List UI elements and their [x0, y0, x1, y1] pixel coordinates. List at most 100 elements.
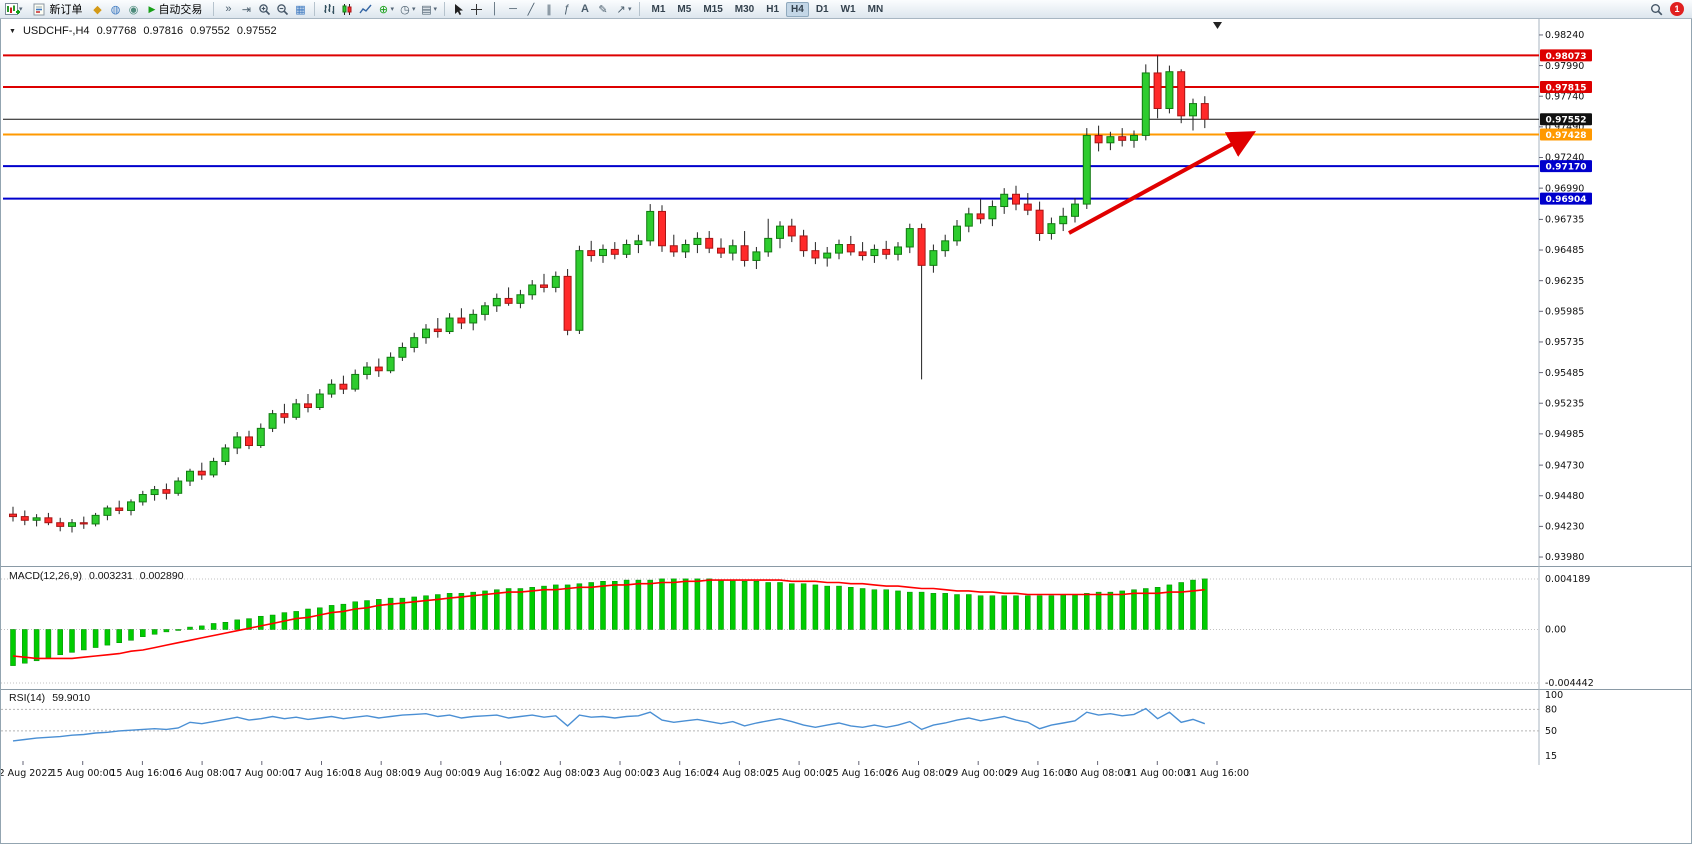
text-tool-icon[interactable]: A: [581, 3, 589, 15]
macd-histogram-bar: [564, 584, 571, 630]
low-value: 0.97552: [190, 25, 230, 37]
search-icon[interactable]: [1648, 1, 1664, 18]
line-chart-icon[interactable]: [357, 1, 373, 18]
periods-dropdown-icon[interactable]: ▾: [411, 6, 416, 13]
channel-tool-icon[interactable]: ∥: [546, 3, 552, 16]
macd-histogram-bar: [92, 629, 99, 648]
tile-windows-icon[interactable]: ▦: [295, 3, 306, 16]
market-watch-icon[interactable]: ◆: [93, 3, 102, 16]
macd-histogram-bar: [482, 590, 488, 630]
bar-chart-icon[interactable]: [321, 1, 337, 18]
svg-text:0.96485: 0.96485: [1545, 245, 1584, 256]
close-value: 0.97552: [236, 25, 277, 37]
macd-histogram-bar: [682, 578, 689, 630]
new-order-button[interactable]: 新订单: [26, 1, 88, 18]
autoscroll-icon[interactable]: »: [225, 3, 232, 15]
macd-histogram-bar: [104, 629, 111, 646]
svg-text:0.94730: 0.94730: [1545, 460, 1584, 471]
macd-histogram-bar: [1095, 591, 1102, 630]
svg-text:23 Aug 00:00: 23 Aug 00:00: [588, 768, 652, 779]
trendline-tool-icon[interactable]: ╱: [527, 3, 535, 16]
macd-histogram-bar: [57, 629, 63, 656]
fibonacci-tool-icon[interactable]: ƒ: [563, 3, 571, 15]
vertical-line-tool-icon[interactable]: │: [491, 3, 499, 15]
main-toolbar: ▾ 新订单 ◆ ◍ ◉ ▶ 自动交易 » ⇥ ▦ ⊕ ▾ ◷ ▾ ▤ ▾ │: [0, 0, 1692, 19]
svg-text:18 Aug 08:00: 18 Aug 08:00: [349, 768, 413, 779]
macd-histogram-bar: [470, 591, 476, 630]
macd-histogram-bar: [45, 629, 52, 659]
new-chart-icon[interactable]: [4, 1, 20, 18]
macd-main-value: 0.003231: [88, 570, 133, 582]
timeframe-w1[interactable]: W1: [840, 3, 856, 15]
indicators-dropdown-icon[interactable]: ▾: [390, 6, 394, 13]
svg-text:0.94985: 0.94985: [1545, 429, 1584, 440]
macd-histogram-bar: [789, 583, 795, 630]
indicators-icon[interactable]: ⊕: [378, 3, 389, 16]
macd-histogram-bar: [140, 629, 146, 637]
macd-histogram-bar: [753, 581, 760, 630]
macd-histogram-bar: [376, 599, 382, 630]
macd-histogram-bar: [612, 581, 618, 630]
macd-histogram-bar: [258, 615, 264, 630]
timeframe-m1[interactable]: M1: [651, 3, 666, 15]
macd-histogram-bar: [222, 621, 229, 630]
timeframe-h4[interactable]: H4: [786, 1, 809, 17]
zoom-out-icon[interactable]: [274, 1, 290, 18]
data-window-icon[interactable]: ◍: [110, 3, 121, 16]
chart-shift-marker[interactable]: [1213, 22, 1222, 29]
cursor-icon[interactable]: [451, 1, 467, 18]
macd-histogram-bar: [187, 626, 193, 630]
macd-histogram-bar: [836, 585, 842, 630]
price-chart-canvas[interactable]: 0.98240 0.97990 0.97740 0.97490 0.97240 0.969…: [1, 19, 1692, 844]
templates-dropdown-icon[interactable]: ▾: [433, 6, 437, 13]
svg-text:0.98240: 0.98240: [1545, 30, 1584, 41]
macd-histogram-bar: [730, 579, 736, 630]
chart-shift-icon[interactable]: ⇥: [241, 3, 252, 16]
timeframe-d1[interactable]: D1: [815, 3, 829, 15]
svg-text:50: 50: [1545, 726, 1557, 737]
crosshair-icon[interactable]: [469, 1, 485, 18]
macd-histogram-bar: [694, 578, 701, 630]
timeframe-h1[interactable]: H1: [766, 3, 780, 15]
new-chart-dropdown-icon[interactable]: ▾: [19, 6, 23, 13]
arrow-objects-icon[interactable]: ↗: [616, 3, 626, 16]
macd-histogram-bar: [151, 629, 158, 635]
periods-icon[interactable]: ◷: [400, 3, 410, 16]
svg-text:0.004189: 0.004189: [1545, 574, 1590, 585]
objects-dropdown-icon[interactable]: ▾: [627, 6, 632, 13]
candlestick-chart-icon[interactable]: [339, 1, 355, 18]
macd-histogram-bar: [1025, 595, 1031, 630]
macd-histogram-bar: [175, 629, 181, 631]
macd-name: MACD(12,26,9): [9, 570, 82, 582]
notification-badge[interactable]: 1: [1670, 2, 1684, 16]
timeframe-m30[interactable]: M30: [734, 3, 755, 15]
macd-histogram-bar: [399, 597, 406, 630]
text-label-tool-icon[interactable]: ✎: [598, 3, 608, 16]
collapse-icon[interactable]: ▼: [9, 27, 16, 35]
macd-histogram-bar: [848, 587, 854, 630]
timeframe-m5[interactable]: M5: [677, 3, 692, 15]
macd-histogram-bar: [718, 579, 724, 630]
macd-histogram-bar: [966, 594, 972, 630]
zoom-in-icon[interactable]: [256, 1, 272, 18]
macd-label: MACD(12,26,9) 0.003231 0.002890: [9, 570, 184, 582]
macd-histogram-bar: [210, 623, 217, 630]
navigator-icon[interactable]: ◉: [128, 3, 139, 16]
macd-histogram-bar: [1048, 595, 1055, 630]
macd-histogram-bar: [116, 629, 122, 643]
macd-histogram-bar: [494, 589, 500, 630]
algo-trading-button[interactable]: ▶ 自动交易: [144, 1, 208, 18]
timeframe-m15[interactable]: M15: [703, 3, 723, 15]
macd-histogram-bar: [293, 611, 299, 630]
horizontal-line-tool-icon[interactable]: ─: [509, 3, 517, 15]
timeframe-mn[interactable]: MN: [867, 3, 884, 15]
svg-text:29 Aug 00:00: 29 Aug 00:00: [946, 768, 1010, 779]
rsi-panel: 100 80 50 15: [1, 690, 1563, 762]
svg-text:0.97815: 0.97815: [1546, 83, 1587, 93]
macd-histogram-bar: [269, 614, 276, 630]
templates-icon[interactable]: ▤: [421, 3, 432, 16]
macd-histogram-bar: [989, 595, 996, 630]
macd-histogram-bar: [918, 591, 925, 630]
macd-histogram-bar: [895, 590, 901, 630]
trend-arrow-annotation[interactable]: [1068, 131, 1257, 235]
